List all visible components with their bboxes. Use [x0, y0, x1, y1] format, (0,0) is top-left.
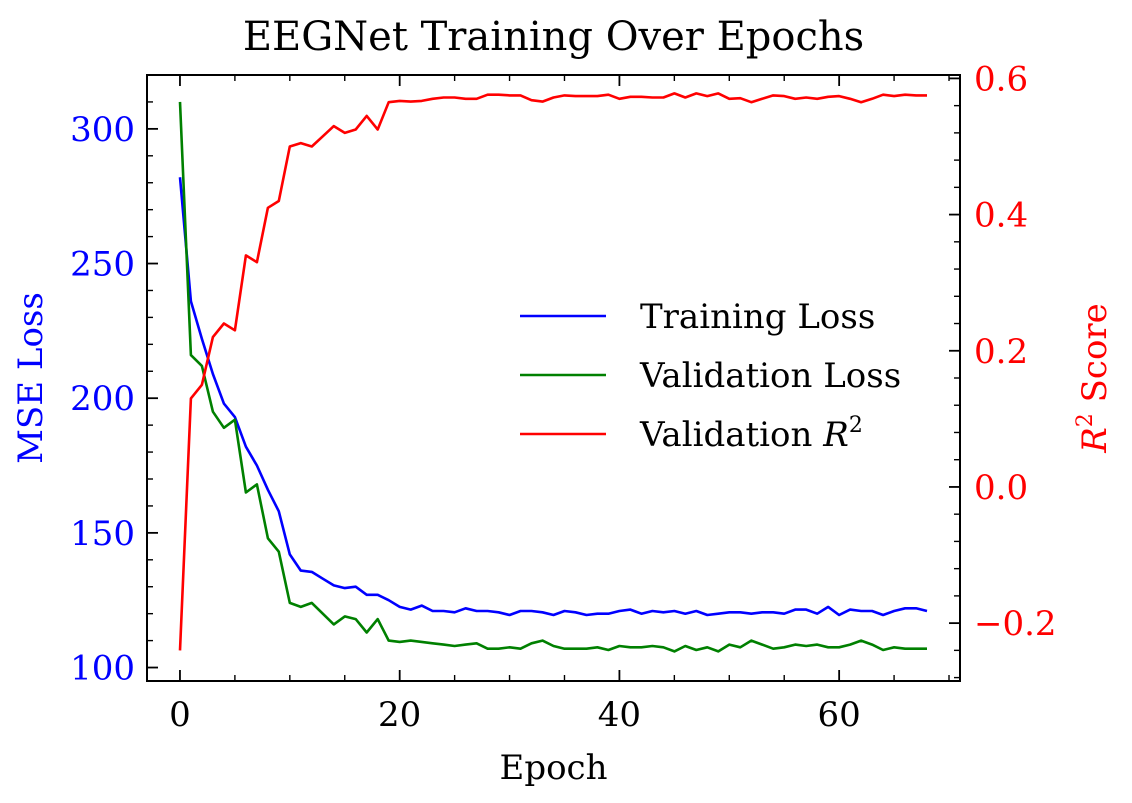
- x-tick-label: 20: [378, 695, 421, 735]
- series-line-validation-r2: [178, 92, 927, 651]
- y-right-tick-label: 0.0: [974, 468, 1028, 508]
- y-right-tick-label: 0.6: [974, 59, 1028, 99]
- x-tick-label: 40: [598, 695, 641, 735]
- axes-layer: [146, 74, 961, 682]
- series-line-validation-loss: [178, 101, 927, 653]
- series-line-training-loss: [178, 177, 928, 617]
- y-left-tick-label: 150: [70, 514, 135, 554]
- y-right-tick-label: 0.4: [974, 196, 1028, 236]
- y-right-tick-label: −0.2: [974, 604, 1057, 644]
- legend-label: Validation Loss: [639, 356, 901, 396]
- x-tick-label: 0: [169, 695, 191, 735]
- legend-label: Training Loss: [640, 297, 875, 337]
- chart-title: EEGNet Training Over Epochs: [243, 14, 864, 60]
- x-axis-label: Epoch: [500, 748, 608, 788]
- y-left-tick-label: 100: [70, 649, 135, 689]
- y-right-axis-label: R2 Score: [1073, 303, 1115, 454]
- y-left-axis-label: MSE Loss: [11, 292, 51, 464]
- legend: Training Loss Validation Loss Validation R…: [520, 297, 901, 455]
- legend-label: Validation R2: [639, 413, 863, 455]
- y-right-tick-label: 0.2: [974, 332, 1028, 372]
- labels-layer: 0 20 40 60 100 150 200 250 300 −0.2 0.0 0.2 0.4 0.6 EE…: [11, 14, 1115, 788]
- lines-layer: [178, 92, 928, 653]
- x-tick-label: 60: [818, 695, 861, 735]
- y-left-tick-label: 300: [70, 110, 135, 150]
- y-left-tick-label: 250: [70, 245, 135, 285]
- y-left-tick-label: 200: [70, 379, 135, 419]
